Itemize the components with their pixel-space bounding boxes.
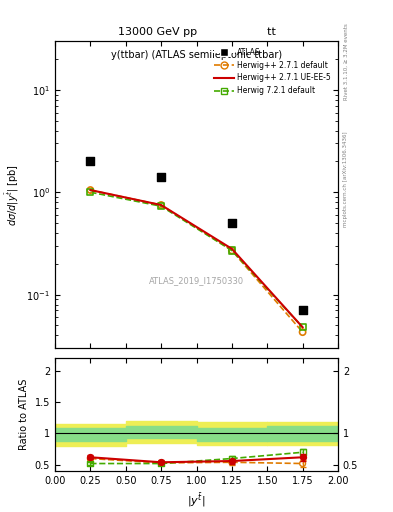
Point [87, 186, 94, 194]
Point [87, 453, 94, 461]
Point [158, 202, 164, 210]
Line: Herwig 7.2.1 default: Herwig 7.2.1 default [90, 192, 303, 327]
ATLAS [299, 306, 306, 314]
Point [299, 448, 306, 456]
Point [299, 328, 306, 336]
ATLAS [229, 219, 235, 227]
Herwig++ 2.7.1 default [159, 202, 163, 208]
Herwig 7.2.1 default [230, 247, 234, 253]
Text: mcplots.cern.ch [arXiv:1306.3436]: mcplots.cern.ch [arXiv:1306.3436] [343, 132, 348, 227]
Text: ATLAS_2019_I1750330: ATLAS_2019_I1750330 [149, 276, 244, 285]
Herwig++ 2.7.1 UE-EE-5 [300, 324, 305, 330]
Y-axis label: Ratio to ATLAS: Ratio to ATLAS [19, 379, 29, 451]
Herwig++ 2.7.1 UE-EE-5 [159, 202, 163, 208]
Herwig++ 2.7.1 default [300, 329, 305, 335]
Point [87, 188, 94, 196]
Point [229, 458, 235, 466]
Legend: ATLAS, Herwig++ 2.7.1 default, Herwig++ 2.7.1 UE-EE-5, Herwig 7.2.1 default: ATLAS, Herwig++ 2.7.1 default, Herwig++ … [211, 45, 334, 98]
Point [229, 457, 235, 465]
Point [299, 323, 306, 331]
Text: Rivet 3.1.10, ≥ 3.2M events: Rivet 3.1.10, ≥ 3.2M events [343, 23, 348, 100]
Herwig 7.2.1 default [88, 189, 93, 195]
Point [229, 455, 235, 463]
Point [87, 455, 94, 463]
ATLAS [87, 157, 94, 165]
X-axis label: $|y^{\bar{t}}|$: $|y^{\bar{t}}|$ [187, 492, 206, 509]
Point [158, 458, 164, 466]
Point [158, 201, 164, 209]
Point [299, 453, 306, 461]
Herwig 7.2.1 default [300, 324, 305, 330]
Text: y(ttbar) (ATLAS semileptonic ttbar): y(ttbar) (ATLAS semileptonic ttbar) [111, 50, 282, 60]
Point [87, 459, 94, 467]
Herwig++ 2.7.1 UE-EE-5 [88, 187, 93, 193]
ATLAS [158, 173, 164, 181]
Y-axis label: $d\sigma / d|y^{\bar{t}}|$ [pb]: $d\sigma / d|y^{\bar{t}}|$ [pb] [4, 163, 21, 226]
Herwig 7.2.1 default [159, 203, 163, 209]
Herwig++ 2.7.1 default [88, 187, 93, 193]
Point [299, 459, 306, 467]
Point [158, 459, 164, 467]
Line: Herwig++ 2.7.1 default: Herwig++ 2.7.1 default [90, 190, 303, 332]
Point [229, 246, 235, 254]
Point [229, 246, 235, 254]
Title: 13000 GeV pp                    tt: 13000 GeV pp tt [118, 28, 275, 37]
Herwig++ 2.7.1 UE-EE-5 [230, 246, 234, 252]
Herwig++ 2.7.1 default [230, 247, 234, 253]
Line: Herwig++ 2.7.1 UE-EE-5: Herwig++ 2.7.1 UE-EE-5 [90, 190, 303, 327]
Point [158, 459, 164, 467]
